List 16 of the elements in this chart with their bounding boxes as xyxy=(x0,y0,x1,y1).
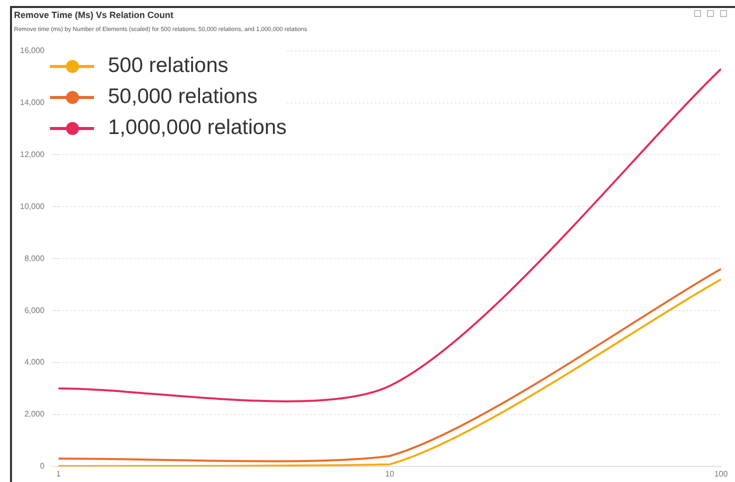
legend-label: 1,000,000 relations xyxy=(108,116,287,140)
x-tick-label: 10 xyxy=(385,469,395,478)
x-tick-label: 100 xyxy=(714,469,728,478)
y-tick-label: 6,000 xyxy=(24,306,46,315)
y-tick-label: 12,000 xyxy=(20,150,46,159)
x-tick-label: 1 xyxy=(56,469,62,478)
y-tick-label: 0 xyxy=(40,462,46,471)
y-tick-label: 16,000 xyxy=(20,46,46,56)
y-tick-label: 2,000 xyxy=(24,410,46,419)
y-tick-label: 10,000 xyxy=(20,202,46,211)
chart-title: Remove Time (Ms) Vs Relation Count xyxy=(14,10,174,20)
y-tick-label: 8,000 xyxy=(24,254,46,263)
legend-label: 500 relations xyxy=(108,54,228,78)
y-tick-label: 4,000 xyxy=(24,358,46,367)
legend-label: 50,000 relations xyxy=(108,84,258,108)
y-tick-label: 14,000 xyxy=(20,98,46,107)
